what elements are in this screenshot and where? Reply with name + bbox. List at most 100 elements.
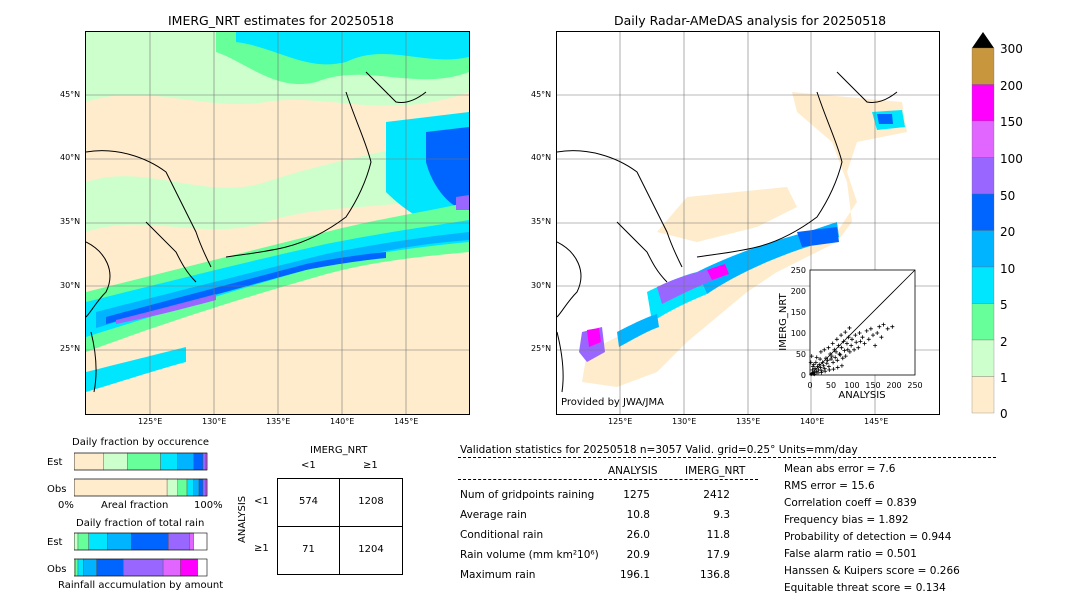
total-rain-bars bbox=[74, 532, 208, 577]
scatter-point bbox=[879, 335, 884, 340]
scatter-point bbox=[847, 325, 852, 330]
scatter-point bbox=[835, 365, 840, 370]
validation-row-imerg: 11.8 bbox=[706, 529, 730, 541]
fraction-segment bbox=[193, 478, 200, 497]
contingency-cell: 574 bbox=[298, 496, 319, 507]
scatter-point bbox=[837, 352, 842, 356]
fraction-segment bbox=[168, 532, 190, 551]
scatter-ytick: 50 bbox=[796, 350, 806, 359]
scatter-point bbox=[866, 337, 871, 342]
scatter-xtick: 200 bbox=[886, 381, 901, 390]
left-lon-label: 145°E bbox=[394, 417, 419, 426]
occurrence-bars bbox=[74, 452, 208, 497]
scatter-point bbox=[808, 360, 813, 365]
right-lon-label: 140°E bbox=[800, 417, 825, 426]
right-lat-label: 25°N bbox=[531, 344, 552, 353]
scatter-point bbox=[850, 337, 854, 342]
validation-col-imerg: IMERG_NRT bbox=[685, 465, 746, 477]
validation-row-label: Average rain bbox=[460, 509, 527, 521]
fraction-segment bbox=[74, 452, 104, 471]
scatter-ytick: 200 bbox=[791, 287, 806, 296]
fraction-segment bbox=[74, 478, 168, 497]
scatter-point bbox=[815, 364, 820, 369]
scatter-point bbox=[810, 367, 815, 372]
contingency-hline bbox=[278, 526, 402, 527]
scatter-point bbox=[862, 341, 867, 346]
data-credit: Provided by JWA/JMA bbox=[561, 397, 664, 408]
validation-heading: Validation statistics for 20250518 n=305… bbox=[460, 444, 858, 456]
total-rain-est-label: Est bbox=[47, 537, 63, 548]
scatter-point bbox=[829, 354, 834, 359]
scatter-point bbox=[841, 339, 846, 344]
score-line: Probability of detection = 0.944 bbox=[784, 531, 952, 543]
validation-row-analysis: 1275 bbox=[623, 489, 650, 501]
scatter-point bbox=[835, 358, 840, 363]
colorbar-tick: 5 bbox=[1000, 298, 1008, 312]
occurrence-xlabel: Areal fraction bbox=[101, 500, 169, 511]
fraction-segment bbox=[160, 452, 178, 471]
validation-col-analysis: ANALYSIS bbox=[608, 465, 658, 477]
scatter-points bbox=[808, 322, 895, 377]
scatter-point bbox=[815, 370, 820, 375]
scatter-point bbox=[852, 347, 857, 352]
right-lat-label: 30°N bbox=[531, 281, 552, 290]
total-rain-segments bbox=[74, 532, 208, 577]
scatter-point bbox=[834, 349, 839, 354]
left-lat-label: 40°N bbox=[60, 153, 81, 162]
scatter-point bbox=[824, 361, 829, 366]
scatter-point bbox=[812, 372, 817, 377]
colorbar-blocks bbox=[971, 47, 995, 414]
scatter-point bbox=[825, 358, 830, 363]
scatter-point bbox=[820, 360, 825, 365]
validation-row-imerg: 2412 bbox=[703, 489, 730, 501]
scatter-ytick: 0 bbox=[801, 371, 806, 380]
scatter-point bbox=[838, 352, 843, 357]
validation-row-analysis: 26.0 bbox=[626, 529, 650, 541]
scatter-point bbox=[818, 349, 823, 354]
scatter-point bbox=[845, 347, 850, 352]
scatter-point bbox=[864, 328, 869, 333]
scatter-point bbox=[853, 333, 858, 338]
fraction-segment bbox=[96, 558, 124, 577]
scatter-point bbox=[875, 331, 880, 335]
scatter-point bbox=[810, 364, 815, 369]
score-line: RMS error = 15.6 bbox=[784, 480, 875, 492]
scatter-point bbox=[822, 347, 827, 352]
colorbar-block bbox=[971, 47, 995, 85]
contingency-col-label: <1 bbox=[301, 460, 316, 471]
scatter-yticks: 0 50 100 150 200 250 bbox=[791, 266, 806, 380]
validation-row-label: Num of gridpoints raining bbox=[460, 489, 595, 501]
colorbar-block bbox=[971, 339, 995, 377]
colorbar-block bbox=[971, 193, 995, 231]
scatter-point bbox=[885, 326, 890, 331]
total-rain-obs-label: Obs bbox=[47, 564, 67, 575]
colorbar-block bbox=[971, 303, 995, 341]
right-lon-label: 145°E bbox=[864, 417, 889, 426]
fraction-bar-frame bbox=[74, 558, 208, 577]
validation-row-imerg: 136.8 bbox=[699, 569, 730, 581]
left-lat-label: 45°N bbox=[60, 90, 81, 99]
colorbar-tick: 300 bbox=[1000, 42, 1023, 56]
scatter-ytick: 150 bbox=[791, 308, 806, 317]
scatter-point bbox=[821, 363, 826, 368]
scatter-point bbox=[816, 367, 821, 372]
scatter-point bbox=[836, 343, 841, 348]
colorbar-tick: 150 bbox=[1000, 115, 1023, 129]
scatter-point bbox=[814, 355, 819, 360]
right-lat-label: 40°N bbox=[531, 153, 552, 162]
scatter-ylabel: IMERG_NRT bbox=[778, 292, 789, 350]
fraction-segment bbox=[180, 558, 198, 577]
left-map-precip bbox=[86, 32, 469, 414]
contingency-row-header: ANALYSIS bbox=[237, 495, 248, 543]
colorbar-block bbox=[971, 120, 995, 158]
right-lon-label: 130°E bbox=[672, 417, 697, 426]
occurrence-obs-label: Obs bbox=[47, 484, 67, 495]
fraction-bar-frame bbox=[74, 452, 208, 471]
scatter-point bbox=[826, 345, 831, 350]
colorbar-tick: 10 bbox=[1000, 262, 1016, 276]
left-map bbox=[85, 31, 470, 415]
fraction-segment bbox=[83, 558, 97, 577]
scatter-point bbox=[839, 363, 844, 368]
validation-row-imerg: 17.9 bbox=[706, 549, 730, 561]
scatter-point bbox=[858, 339, 863, 344]
